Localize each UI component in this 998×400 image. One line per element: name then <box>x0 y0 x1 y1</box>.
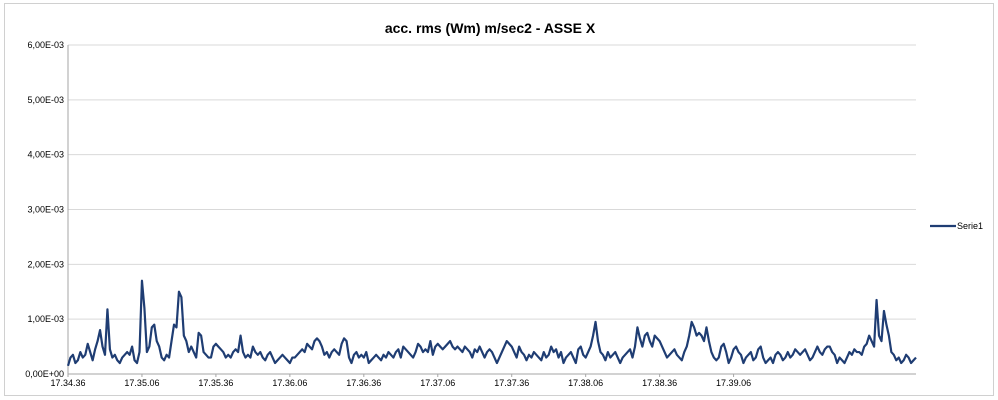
x-tick-label: 17.36.06 <box>272 378 307 388</box>
legend-label: Serie1 <box>957 221 983 231</box>
legend: Serie1 <box>930 221 983 231</box>
y-tick-label: 5,00E-03 <box>27 95 64 105</box>
plot-area <box>66 279 917 367</box>
series-line-serie1 <box>66 279 917 367</box>
x-tick-label: 17.37.06 <box>420 378 455 388</box>
chart-frame <box>4 3 994 396</box>
y-tick-label: 3,00E-03 <box>27 205 64 215</box>
y-tick-label: 0,00E+00 <box>25 369 64 379</box>
y-tick-label: 1,00E-03 <box>27 314 64 324</box>
y-axis: 0,00E+00 1,00E-03 2,00E-03 3,00E-03 4,00E-03… <box>25 40 69 379</box>
x-tick-label: 17.34.36 <box>50 378 85 388</box>
x-tick-label: 17.37.36 <box>494 378 529 388</box>
x-tick-label: 17.36.36 <box>346 378 381 388</box>
y-tick-label: 2,00E-03 <box>27 259 64 269</box>
x-tick-label: 17.38.36 <box>642 378 677 388</box>
y-tick-label: 4,00E-03 <box>27 150 64 160</box>
x-tick-label: 17.38.06 <box>568 378 603 388</box>
chart-title: acc. rms (Wm) m/sec2 - ASSE X <box>385 20 596 36</box>
x-axis: 17.34.36 17.35.06 17.35.36 17.36.06 17.36.36… <box>50 373 916 388</box>
x-tick-label: 17.35.36 <box>198 378 233 388</box>
gridlines <box>68 44 916 375</box>
x-tick-label: 17.35.06 <box>124 378 159 388</box>
y-tick-label: 6,00E-03 <box>27 40 64 50</box>
x-tick-label: 17.39.06 <box>716 378 751 388</box>
